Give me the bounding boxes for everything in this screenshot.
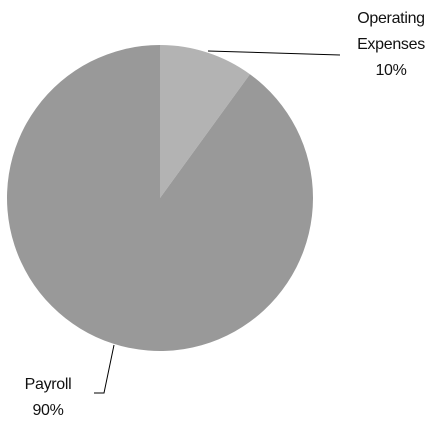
pie-slice	[160, 45, 250, 198]
leader-line	[94, 344, 115, 394]
leader-line	[207, 50, 341, 56]
slice-label: Operating Expenses 10%	[345, 6, 437, 84]
pie-slice	[6, 45, 313, 351]
slice-label: Payroll 90%	[0, 372, 96, 424]
category-label: Payroll	[24, 376, 72, 393]
category-label: Operating Expenses	[357, 10, 425, 53]
value-label: 90%	[32, 402, 64, 419]
value-label: 10%	[375, 62, 407, 79]
